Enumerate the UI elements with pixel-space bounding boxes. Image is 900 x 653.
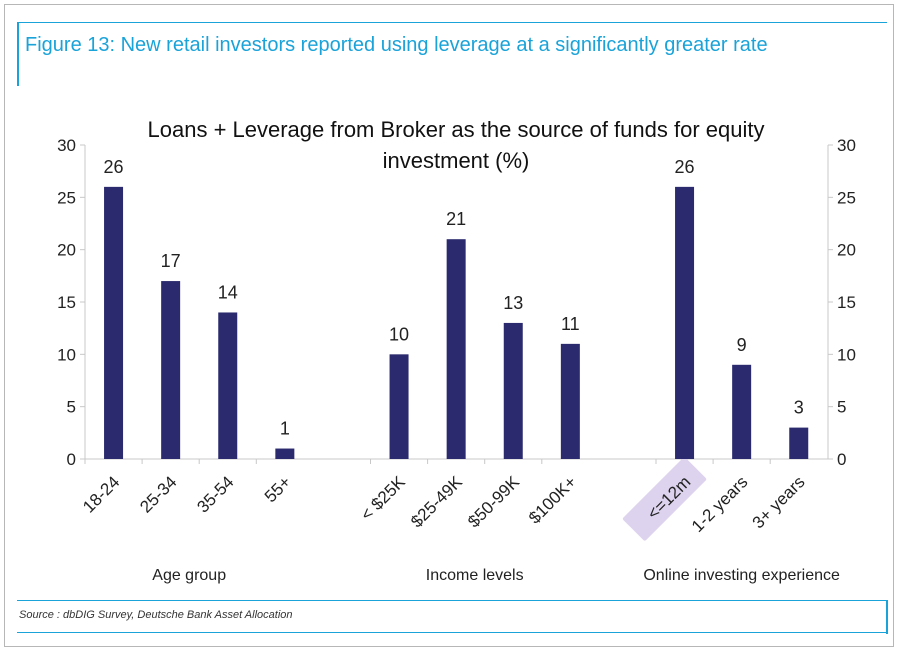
data-label: 9: [737, 335, 747, 355]
figure-left-rule: [17, 22, 19, 86]
y-tick-label-right: 0: [837, 450, 846, 469]
data-label: 3: [794, 398, 804, 418]
bar--50-99k: [503, 322, 523, 459]
y-tick-label-left: 15: [57, 293, 76, 312]
x-category-label: $50-99K: [464, 472, 523, 531]
bar-3-years: [789, 427, 809, 459]
y-tick-label-left: 10: [57, 345, 76, 364]
y-tick-label-left: 25: [57, 188, 76, 207]
x-category-label: 25-34: [136, 472, 180, 516]
data-label: 21: [446, 209, 466, 229]
x-category-label: $100K+: [525, 472, 580, 527]
x-category-label: 55+: [261, 472, 295, 506]
bar--25-49k: [446, 239, 466, 459]
x-category-label: 35-54: [193, 472, 237, 516]
bar-chart: Loans + Leverage from Broker as the sour…: [57, 117, 856, 584]
bar-55-: [275, 448, 295, 459]
y-tick-label-right: 20: [837, 241, 856, 260]
y-tick-label-right: 30: [837, 136, 856, 155]
bar--100k-: [560, 343, 580, 459]
y-tick-label-right: 15: [837, 293, 856, 312]
chart-title-line-2: investment (%): [383, 148, 530, 173]
source-note: Source : dbDIG Survey, Deutsche Bank Ass…: [19, 609, 293, 621]
data-label: 13: [503, 293, 523, 313]
bar-1-2-years: [732, 364, 752, 459]
data-label: 14: [218, 282, 238, 302]
source-right-rule: [886, 600, 888, 634]
y-tick-label-left: 20: [57, 241, 76, 260]
data-label: 10: [389, 324, 409, 344]
figure-title: Figure 13: New retail investors reported…: [25, 34, 768, 56]
x-category-label: 18-24: [79, 472, 123, 516]
group-label: Age group: [152, 567, 226, 584]
data-label: 26: [675, 157, 695, 177]
x-category-label: < $25K: [357, 472, 409, 524]
chart-title-line-1: Loans + Leverage from Broker as the sour…: [148, 117, 765, 142]
chart-bars: [104, 186, 809, 541]
group-label: Income levels: [426, 567, 524, 584]
bar-25-34: [161, 281, 181, 459]
data-label: 1: [280, 419, 290, 439]
y-tick-label-right: 5: [837, 398, 846, 417]
data-label: 26: [104, 157, 124, 177]
y-tick-label-left: 30: [57, 136, 76, 155]
group-label: Online investing experience: [643, 567, 840, 584]
y-tick-label-right: 25: [837, 188, 856, 207]
data-label: 17: [161, 251, 181, 271]
y-tick-label-left: 0: [67, 450, 76, 469]
x-category-label: 3+ years: [749, 472, 809, 532]
source-top-rule: [17, 600, 887, 601]
source-bottom-rule: [17, 632, 888, 633]
data-label: 11: [561, 314, 580, 334]
bar-18-24: [104, 186, 124, 459]
y-tick-label-left: 5: [67, 398, 76, 417]
y-tick-label-right: 10: [837, 345, 856, 364]
category-highlight: [622, 457, 707, 541]
bar-35-54: [218, 312, 238, 459]
bar--25k: [389, 354, 409, 459]
x-category-label: $25-49K: [407, 472, 466, 531]
figure-top-rule: [17, 22, 887, 23]
bar--12m: [675, 186, 695, 459]
